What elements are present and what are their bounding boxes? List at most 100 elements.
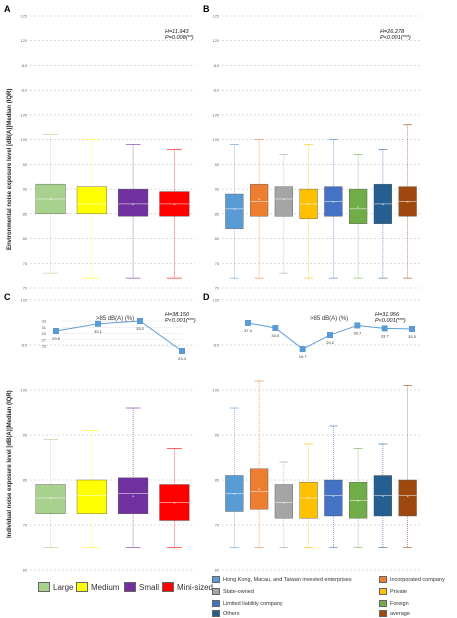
panel-d: 65 75 85 95 105 115 125 × × × × × × × × H=31.956P<0.001… bbox=[213, 299, 420, 573]
inset-line bbox=[55, 320, 183, 352]
stat-h: H=26.278 bbox=[380, 29, 405, 35]
box-iqr bbox=[250, 468, 269, 510]
panel-label-b: B bbox=[203, 4, 210, 14]
y-tick-label: 70 bbox=[23, 287, 27, 291]
box-iqr bbox=[274, 484, 293, 519]
inset-point bbox=[409, 325, 415, 332]
inset-point bbox=[299, 346, 306, 353]
stat-p: P<0.001(***) bbox=[380, 35, 411, 41]
box-d-4: × bbox=[299, 443, 318, 548]
box-d-1: × bbox=[225, 407, 244, 548]
box-a-3: × bbox=[118, 144, 149, 279]
box-b-4: × bbox=[299, 144, 318, 279]
stat-h: H=31.956 bbox=[375, 312, 400, 318]
box-iqr bbox=[76, 479, 107, 514]
mean-marker: × bbox=[173, 500, 176, 505]
mean-marker: × bbox=[307, 201, 310, 206]
panel-label-c: C bbox=[4, 292, 11, 302]
y-tick-label: 85 bbox=[23, 479, 27, 483]
y-axis-label-bottom: Individual noise exposure level [dB(A)]M… bbox=[7, 390, 13, 538]
inset-point bbox=[381, 325, 388, 332]
box-iqr bbox=[35, 484, 66, 514]
box-d-7: × bbox=[373, 443, 392, 548]
mean-marker: × bbox=[332, 493, 335, 498]
y-tick-label: 110 bbox=[21, 89, 27, 93]
y-tick-label: 75 bbox=[215, 524, 219, 528]
y-tick-label: 125 bbox=[21, 15, 27, 19]
box-c-2: × bbox=[76, 430, 107, 548]
mean-marker: × bbox=[357, 498, 360, 503]
mean-marker: × bbox=[132, 201, 135, 206]
y-tick-label: 80 bbox=[215, 237, 219, 241]
box-iqr bbox=[225, 193, 244, 229]
mean-marker: × bbox=[283, 500, 286, 505]
box-iqr bbox=[118, 477, 149, 514]
y-tick-label: 115 bbox=[21, 344, 27, 348]
mean-marker: × bbox=[406, 493, 409, 498]
inset-y-tick: 29 bbox=[42, 331, 47, 336]
y-tick-label: 105 bbox=[213, 389, 219, 393]
box-a-2: × bbox=[76, 139, 107, 279]
inset-point bbox=[137, 318, 143, 324]
mean-marker: × bbox=[307, 496, 310, 501]
inset-data-label: 37.4 bbox=[244, 328, 253, 333]
box-b-6: × bbox=[349, 154, 368, 279]
inset-d: 37.4 34.0 19.7 29.2 35.7 33.7 33.3 >85 dB(A) (%… bbox=[244, 316, 417, 359]
mean-marker: × bbox=[91, 493, 94, 498]
box-c-3: × bbox=[118, 407, 149, 548]
mean-marker: × bbox=[233, 491, 236, 496]
box-b-7: × bbox=[373, 149, 392, 279]
panel-label-d: D bbox=[203, 292, 210, 302]
y-tick-label: 105 bbox=[21, 113, 27, 117]
mean-marker: × bbox=[382, 493, 385, 498]
inset-data-label: 19.7 bbox=[299, 354, 308, 359]
inset-point bbox=[245, 319, 251, 326]
box-b-5: × bbox=[324, 139, 343, 279]
box-b-2: × bbox=[250, 139, 269, 279]
box-iqr bbox=[76, 186, 107, 215]
y-tick-label: 90 bbox=[215, 188, 219, 192]
inset-y-tick: 25 bbox=[42, 344, 47, 349]
mean-marker: × bbox=[49, 196, 52, 201]
inset-point bbox=[95, 320, 101, 327]
panel-label-a: A bbox=[4, 4, 11, 14]
box-iqr bbox=[299, 482, 318, 519]
y-tick-label: 85 bbox=[215, 479, 219, 483]
y-tick-label: 115 bbox=[213, 64, 219, 68]
mean-marker: × bbox=[283, 196, 286, 201]
inset-point bbox=[327, 332, 333, 339]
y-tick-label: 95 bbox=[215, 163, 219, 167]
box-d-8: × bbox=[398, 385, 417, 548]
y-tick-label: 115 bbox=[21, 64, 27, 68]
mean-marker: × bbox=[382, 201, 385, 206]
inset-point bbox=[354, 322, 361, 329]
inset-data-label: 33.3 bbox=[408, 334, 417, 339]
box-b-8: × bbox=[398, 124, 417, 279]
inset-title: >85 dB(A) (%) bbox=[96, 316, 134, 322]
y-tick-label: 120 bbox=[213, 39, 219, 43]
mean-marker: × bbox=[233, 206, 236, 211]
y-tick-label: 105 bbox=[213, 113, 219, 117]
y-tick-label: 95 bbox=[215, 434, 219, 438]
y-tick-label: 90 bbox=[23, 188, 27, 192]
inset-data-label: 34.0 bbox=[271, 333, 280, 338]
y-tick-label: 95 bbox=[23, 434, 27, 438]
y-tick-label: 115 bbox=[213, 344, 219, 348]
inset-y-tick: 27 bbox=[42, 337, 47, 342]
mean-marker: × bbox=[258, 487, 261, 492]
y-tick-label: 80 bbox=[23, 237, 27, 241]
y-tick-label: 65 bbox=[23, 569, 27, 573]
panel-a: 70 75 80 85 90 95 100 105 110 115 120 125 × × × × H=11.9… bbox=[21, 15, 195, 291]
inset-title: >85 dB(A) (%) bbox=[310, 316, 348, 322]
inset-data-label: 33.0 bbox=[136, 326, 145, 331]
y-tick-label: 75 bbox=[215, 262, 219, 266]
inset-point bbox=[179, 348, 185, 354]
y-tick-label: 105 bbox=[21, 389, 27, 393]
mean-marker: × bbox=[406, 199, 409, 204]
y-tick-label: 125 bbox=[21, 299, 27, 303]
y-tick-label: 100 bbox=[21, 138, 27, 142]
y-tick-label: 75 bbox=[23, 262, 27, 266]
